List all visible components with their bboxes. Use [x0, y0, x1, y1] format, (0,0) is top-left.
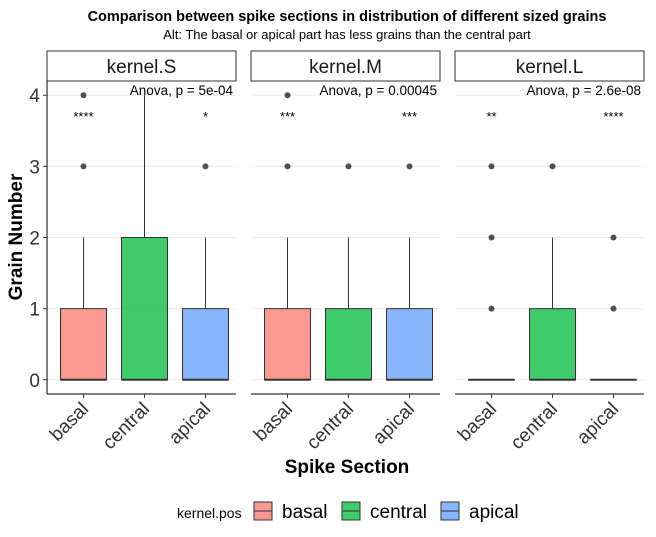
box-apical [386, 308, 433, 381]
outlier-point [406, 163, 413, 170]
box-central [529, 308, 576, 381]
legend-label: apical [469, 502, 519, 523]
outlier-point [80, 92, 87, 99]
outlier-point [488, 305, 495, 312]
outlier-point [610, 234, 617, 241]
x-tick-label: basal [46, 399, 93, 446]
outlier-point [80, 163, 87, 170]
strip-box [454, 50, 645, 82]
x-tick-label: apical [369, 399, 419, 449]
legend-label: basal [282, 502, 327, 523]
y-tick-label: 0 [29, 371, 40, 392]
anova-label: Anova, p = 5e-04 [130, 83, 234, 98]
outlier-point [488, 163, 495, 170]
y-axis-title: Grain Number [6, 173, 27, 300]
legend-item-apical: apical [440, 501, 519, 523]
significance-label: * [203, 109, 208, 124]
legend-title: kernel.pos [177, 505, 242, 521]
legend-item-central: central [341, 501, 427, 523]
legend-item-basal: basal [253, 501, 327, 523]
outlier-point [345, 163, 352, 170]
strip-label: kernel.S [107, 57, 177, 78]
outlier-point [284, 163, 291, 170]
x-tick-label: apical [573, 399, 623, 449]
x-tick-label: basal [454, 399, 501, 446]
outlier-point [488, 234, 495, 241]
chart-title: Comparison between spike sections in dis… [88, 9, 607, 25]
outlier-point [549, 163, 556, 170]
y-tick-label: 1 [29, 300, 40, 321]
y-tick-label: 4 [29, 86, 40, 107]
box-central [121, 237, 168, 381]
box-basal [264, 308, 311, 381]
x-axis-title: Spike Section [285, 457, 410, 478]
x-tick-label: central [99, 399, 154, 454]
outlier-point [610, 305, 617, 312]
y-axis: 0 1 2 3 4 [29, 81, 48, 394]
anova-label: Anova, p = 2.6e-08 [527, 83, 641, 98]
facet-panel-kernel.M: kernel.M *** basal central *** apical Anova, p… [250, 50, 441, 454]
significance-label: **** [73, 109, 93, 124]
legend: kernel.pos basal central apical [177, 501, 519, 523]
box-apical [182, 308, 229, 381]
chart-subtitle: Alt: The basal or apical part has less g… [163, 27, 531, 42]
box-basal [60, 308, 107, 381]
significance-label: **** [603, 109, 623, 124]
y-tick-label: 2 [29, 229, 40, 250]
significance-label: ** [486, 109, 496, 124]
outlier-point [284, 92, 291, 99]
legend-label: central [370, 502, 427, 523]
significance-label: *** [402, 109, 417, 124]
x-tick-label: basal [250, 399, 297, 446]
strip-label: kernel.M [309, 57, 382, 78]
strip-label: kernel.L [516, 57, 584, 78]
y-tick-label: 3 [29, 157, 40, 178]
x-tick-label: central [303, 399, 358, 454]
x-tick-label: apical [165, 399, 215, 449]
x-tick-label: central [507, 399, 562, 454]
strip-box [46, 50, 237, 82]
significance-label: *** [280, 109, 295, 124]
box-central [325, 308, 372, 381]
facet-panel-kernel.S: kernel.S **** basal central * apical Anova, p … [46, 50, 237, 454]
facet-panel-kernel.L: kernel.L ** basal central **** apical Anova, p… [454, 50, 645, 454]
outlier-point [202, 163, 209, 170]
strip-box [250, 50, 441, 82]
anova-label: Anova, p = 0.00045 [320, 83, 437, 98]
